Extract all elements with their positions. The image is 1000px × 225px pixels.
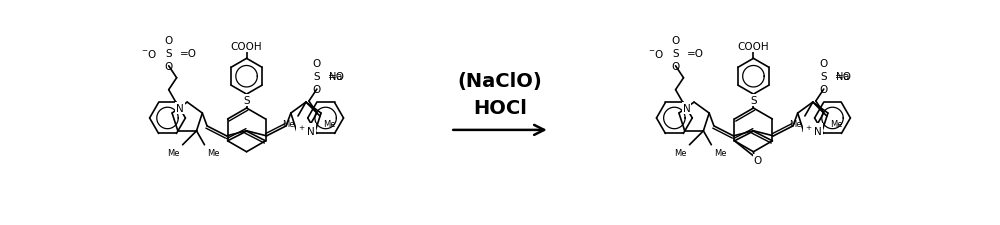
Text: $^{-}$O: $^{-}$O — [648, 48, 664, 60]
Text: S: S — [750, 96, 757, 106]
Text: $^{-}$O: $^{-}$O — [141, 48, 157, 60]
Text: O: O — [754, 155, 762, 165]
Text: $^+$N: $^+$N — [297, 125, 315, 138]
Text: S: S — [672, 49, 679, 59]
Text: Me: Me — [674, 148, 687, 157]
Text: O: O — [313, 85, 321, 95]
Text: Na: Na — [836, 72, 849, 82]
Text: O: O — [820, 85, 828, 95]
Text: O: O — [671, 62, 680, 72]
Text: =O: =O — [328, 72, 345, 82]
Text: Me: Me — [167, 148, 180, 157]
Text: N: N — [683, 103, 690, 113]
Text: S: S — [165, 49, 172, 59]
Text: COOH: COOH — [738, 42, 769, 52]
Text: Me: Me — [830, 119, 842, 128]
Text: =O: =O — [686, 49, 703, 59]
Text: N: N — [176, 103, 184, 113]
Text: Me: Me — [207, 148, 220, 157]
Text: O: O — [820, 59, 828, 69]
Text: Na: Na — [329, 72, 342, 82]
Text: =O: =O — [180, 49, 197, 59]
Text: HOCl: HOCl — [473, 98, 527, 117]
Text: O: O — [313, 59, 321, 69]
Text: Me: Me — [323, 119, 335, 128]
Text: Me: Me — [714, 148, 727, 157]
Text: O: O — [671, 36, 680, 46]
Text: (NaClO): (NaClO) — [458, 71, 542, 90]
Text: S: S — [820, 72, 827, 82]
Text: Me: Me — [283, 119, 295, 128]
Text: Me: Me — [789, 119, 802, 128]
Text: S: S — [314, 72, 320, 82]
Text: COOH: COOH — [231, 42, 262, 52]
Text: O: O — [165, 36, 173, 46]
Text: S: S — [243, 96, 250, 106]
Text: O: O — [165, 62, 173, 72]
Text: =O: =O — [835, 72, 852, 82]
Text: $^+$N: $^+$N — [804, 125, 822, 138]
